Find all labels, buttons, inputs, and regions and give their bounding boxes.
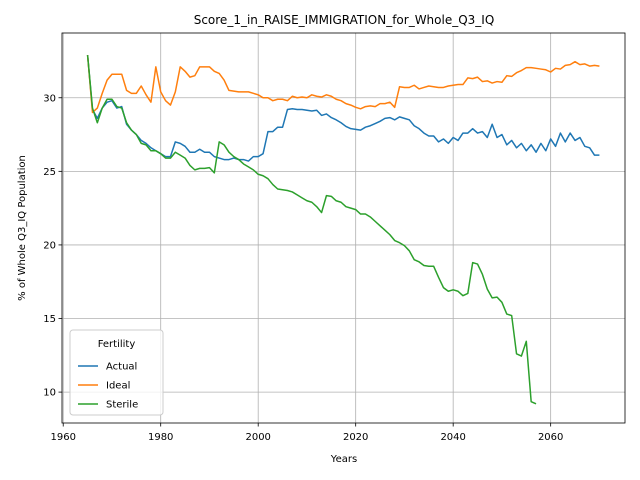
plot-frame <box>61 32 626 424</box>
y-tick-label: 15 <box>43 314 56 325</box>
y-tick-label: 10 <box>43 388 56 399</box>
legend-label: Sterile <box>106 400 138 411</box>
x-axis-label: Years <box>330 454 357 465</box>
legend-label: Ideal <box>106 381 130 392</box>
y-tick-label: 20 <box>43 240 56 251</box>
data-line <box>86 55 600 114</box>
legend-box <box>69 329 164 416</box>
x-tick-label: 2060 <box>538 432 563 443</box>
x-tick-label: 2020 <box>343 432 368 443</box>
legend-title: Fertility <box>98 339 136 350</box>
x-tick-label: 1960 <box>50 432 75 443</box>
legend-label: Actual <box>106 362 137 373</box>
x-tick-label: 1980 <box>148 432 173 443</box>
y-axis-label: % of Whole Q3_IQ Population <box>17 155 28 301</box>
x-tick-label: 2040 <box>440 432 465 443</box>
y-tick-label: 30 <box>43 93 56 104</box>
data-line <box>86 55 537 405</box>
chart-title: Score_1_in_RAISE_IMMIGRATION_for_Whole_Q… <box>194 13 495 27</box>
x-tick-label: 2000 <box>245 432 270 443</box>
data-line <box>86 55 600 162</box>
y-tick-label: 25 <box>43 167 56 178</box>
